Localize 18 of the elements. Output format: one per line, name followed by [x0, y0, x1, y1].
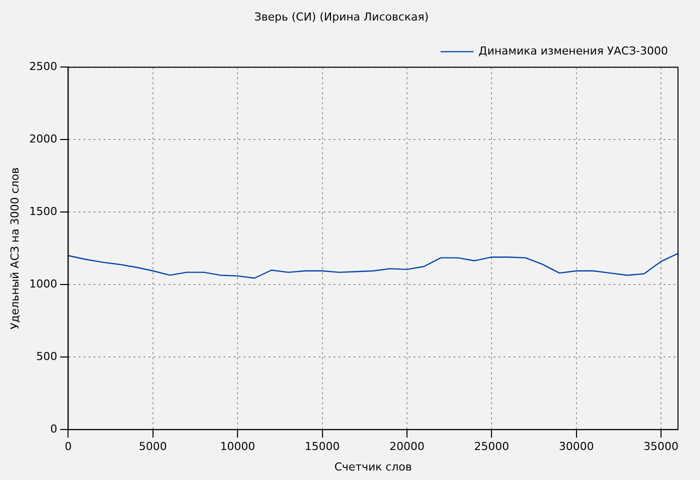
chart-title: Зверь (СИ) (Ирина Лисовская) [254, 10, 429, 24]
y-tick-label: 1000 [29, 278, 58, 290]
x-tick-label: 10000 [220, 440, 256, 454]
y-axis-title: Удельный АСЗ на 3000 слов [8, 167, 22, 330]
legend-label: Динамика изменения УАСЗ-3000 [478, 44, 668, 58]
x-tick-label: 15000 [304, 440, 340, 454]
y-tick-label: 500 [36, 350, 58, 363]
x-tick-label: 30000 [558, 440, 594, 454]
x-tick-label: 35000 [644, 440, 679, 454]
x-axis-title: Счетчик слов [334, 460, 412, 474]
y-tick-label: 2500 [29, 60, 58, 74]
x-tick-label: 0 [64, 440, 72, 454]
x-tick-label: 5000 [138, 440, 167, 454]
y-tick-label: 2000 [29, 132, 58, 146]
x-tick-label: 20000 [389, 440, 424, 454]
x-tick-label: 25000 [474, 440, 510, 454]
y-tick-label: 1500 [29, 205, 58, 218]
y-tick-label: 0 [50, 422, 58, 436]
